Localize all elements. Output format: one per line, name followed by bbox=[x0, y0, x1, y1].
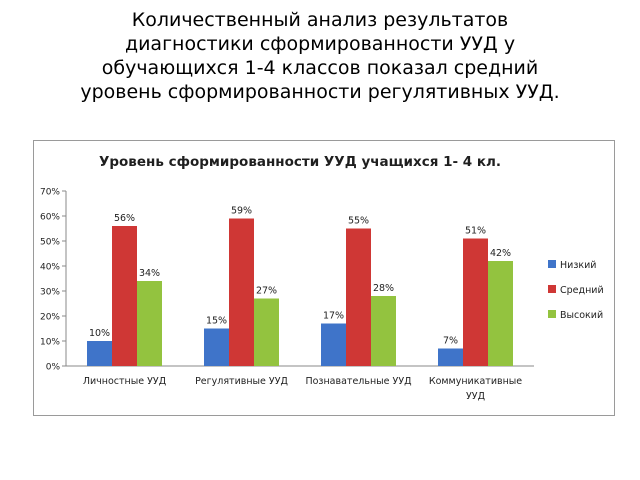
data-label: 55% bbox=[348, 216, 369, 227]
category-label: Регулятивные УУД bbox=[195, 376, 288, 387]
data-label: 7% bbox=[443, 336, 458, 347]
y-tick-label: 20% bbox=[40, 313, 60, 323]
bar-Низкий bbox=[438, 348, 463, 366]
bar-chart: Уровень сформированности УУД учащихся 1-… bbox=[40, 154, 604, 402]
y-tick-label: 40% bbox=[40, 263, 60, 273]
data-label: 27% bbox=[256, 286, 277, 297]
data-label: 34% bbox=[139, 268, 160, 279]
bar-Высокий bbox=[137, 281, 162, 366]
bar-Высокий bbox=[254, 298, 279, 366]
category-label: Коммуникативные bbox=[429, 376, 522, 387]
legend-swatch-Средний bbox=[548, 285, 556, 293]
bar-Средний bbox=[112, 226, 137, 366]
data-label: 51% bbox=[465, 226, 486, 237]
data-label: 15% bbox=[206, 316, 227, 327]
y-tick-label: 70% bbox=[40, 188, 60, 198]
heading-line: уровень сформированности регулятивных УУ… bbox=[80, 81, 560, 103]
data-label: 59% bbox=[231, 206, 252, 217]
y-tick-label: 60% bbox=[40, 213, 60, 223]
y-tick-label: 50% bbox=[40, 238, 60, 248]
bar-Средний bbox=[229, 218, 254, 366]
bar-Низкий bbox=[204, 328, 229, 366]
legend-swatch-Низкий bbox=[548, 260, 556, 268]
legend-label: Высокий bbox=[560, 310, 603, 321]
category-label: УУД bbox=[466, 391, 485, 402]
bar-Высокий bbox=[488, 261, 513, 366]
y-tick-label: 30% bbox=[40, 288, 60, 298]
category-label: Личностные УУД bbox=[83, 376, 166, 387]
heading-line: диагностики сформированности УУД у bbox=[124, 33, 516, 55]
bar-Низкий bbox=[87, 341, 112, 366]
y-tick-label: 10% bbox=[40, 338, 60, 348]
slide-heading: Количественный анализ результатов диагно… bbox=[20, 8, 620, 104]
data-label: 10% bbox=[89, 328, 110, 339]
chart-frame: Уровень сформированности УУД учащихся 1-… bbox=[33, 140, 615, 416]
data-label: 17% bbox=[323, 311, 344, 322]
data-label: 42% bbox=[490, 248, 511, 259]
bar-Высокий bbox=[371, 296, 396, 366]
legend-swatch-Высокий bbox=[548, 310, 556, 318]
bar-Средний bbox=[463, 238, 488, 366]
data-label: 28% bbox=[373, 283, 394, 294]
legend-label: Средний bbox=[560, 285, 604, 296]
heading-line: обучающихся 1-4 классов показал средний bbox=[101, 57, 539, 79]
category-label: Познавательные УУД bbox=[305, 376, 411, 387]
y-tick-label: 0% bbox=[46, 363, 61, 373]
legend-label: Низкий bbox=[560, 260, 596, 271]
chart-title: Уровень сформированности УУД учащихся 1-… bbox=[99, 154, 501, 170]
heading-line: Количественный анализ результатов bbox=[131, 9, 509, 31]
bar-Низкий bbox=[321, 323, 346, 366]
bar-Средний bbox=[346, 228, 371, 366]
data-label: 56% bbox=[114, 213, 135, 224]
